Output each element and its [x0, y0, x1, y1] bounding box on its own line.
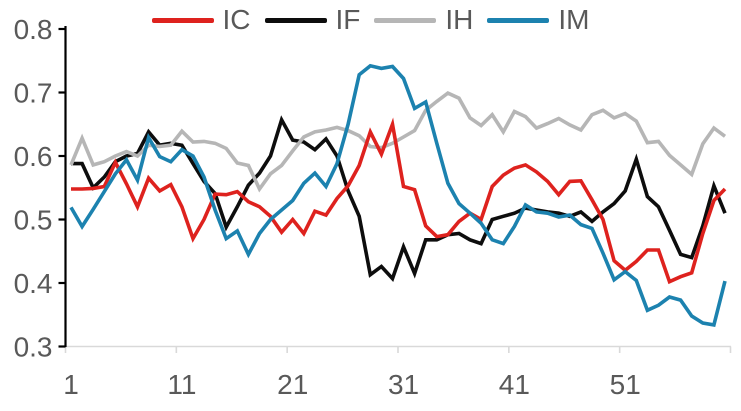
x-tick-label: 11 — [167, 369, 196, 400]
x-tick-label: 51 — [610, 369, 641, 400]
y-tick-label: 0.3 — [14, 332, 53, 363]
y-tick-label: 0.5 — [14, 205, 53, 236]
series-line-IH — [69, 91, 727, 193]
series-line-IM — [69, 63, 727, 327]
series-line-IC — [71, 117, 727, 285]
x-tick-label: 41 — [499, 369, 530, 400]
x-tick-label: 21 — [277, 369, 308, 400]
y-tick-label: 0.8 — [14, 14, 53, 45]
series-line-IF — [71, 115, 727, 283]
x-tick-label: 31 — [388, 369, 419, 400]
y-tick-label: 0.6 — [14, 141, 53, 172]
y-tick-label: 0.4 — [14, 268, 53, 299]
y-tick-label: 0.7 — [14, 78, 53, 109]
x-tick-label: 1 — [63, 369, 79, 400]
